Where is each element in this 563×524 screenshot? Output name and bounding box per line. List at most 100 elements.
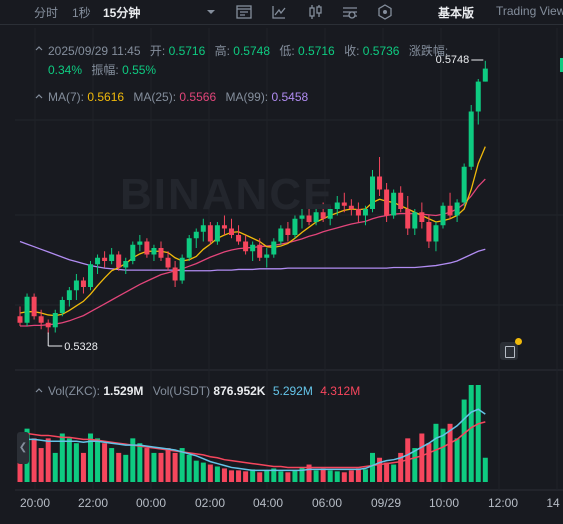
- low-price-mark: 0.5328: [64, 341, 98, 353]
- candle-body: [313, 212, 319, 222]
- volume-bar: [447, 423, 453, 482]
- volume-bar: [179, 448, 185, 482]
- candle-body: [327, 209, 333, 219]
- volume-bar: [355, 468, 361, 482]
- candle-body: [334, 202, 340, 209]
- candle-body: [52, 313, 58, 328]
- volume-legend: Vol(ZKC): 1.529M Vol(USDT) 876.952K 5.29…: [48, 384, 360, 398]
- open-label: 开:: [149, 44, 166, 58]
- volume-bar: [285, 472, 291, 482]
- volume-bar: [221, 468, 227, 482]
- candle-body: [186, 238, 192, 258]
- interval-15m[interactable]: 15分钟: [103, 6, 141, 20]
- vol-value: 1.529M: [103, 384, 144, 398]
- candle-body: [179, 257, 185, 281]
- ma99-value: 0.5458: [271, 90, 309, 104]
- scroll-left-button[interactable]: ❮: [17, 432, 29, 464]
- candle-body: [151, 248, 157, 255]
- settings-icon[interactable]: [341, 3, 359, 21]
- volume-bar: [468, 385, 474, 482]
- candle-body: [88, 264, 93, 287]
- hexagon-icon[interactable]: [376, 3, 394, 21]
- volume-bar: [236, 470, 242, 482]
- candle-body: [172, 267, 178, 281]
- candle-body: [468, 111, 474, 167]
- volume-bar: [17, 448, 23, 482]
- vol-collapse-chevron-icon[interactable]: [34, 386, 44, 396]
- vol-usdt-label: Vol(USDT): [152, 384, 211, 398]
- volume-bar: [52, 452, 58, 482]
- ma7-value: 0.5616: [87, 90, 125, 104]
- volume-bar: [327, 470, 333, 482]
- candle-body: [391, 192, 397, 216]
- candle-body: [355, 209, 361, 216]
- volume-bar: [214, 466, 220, 482]
- price-alert-button[interactable]: [500, 338, 522, 360]
- volume-bar: [320, 468, 326, 482]
- amplitude-value: 0.55%: [122, 63, 157, 77]
- volume-bar: [419, 433, 425, 482]
- candle-body: [264, 254, 270, 258]
- volume-bar: [123, 454, 129, 482]
- candle-body: [200, 225, 206, 232]
- candle-body: [102, 257, 108, 261]
- volume-bar: [193, 460, 199, 482]
- candle-body: [341, 202, 347, 206]
- candle-body: [412, 212, 418, 229]
- volume-bar: [45, 438, 51, 482]
- chevron-down-icon[interactable]: [202, 3, 220, 21]
- ma7-label: MA(7):: [48, 90, 84, 104]
- candle-body: [38, 316, 44, 323]
- volume-bar: [292, 470, 298, 482]
- close-label: 收:: [344, 44, 360, 58]
- volume-bar: [426, 443, 432, 482]
- volume-bar: [482, 457, 488, 482]
- x-tick-label: 04:00: [253, 496, 283, 510]
- candle-body: [24, 296, 30, 323]
- candle-body: [285, 228, 291, 235]
- candle-body: [398, 192, 404, 209]
- volume-bar: [207, 464, 213, 482]
- drawing-tools-icon[interactable]: [270, 3, 288, 21]
- candle-body: [130, 244, 136, 261]
- price-scale-marker: [560, 58, 563, 72]
- candle-body: [66, 290, 72, 300]
- change-value: 0.34%: [48, 63, 83, 77]
- volume-bar: [80, 452, 86, 482]
- high-price-mark: 0.5748: [436, 54, 470, 66]
- ma-collapse-chevron-icon[interactable]: [34, 92, 44, 102]
- candle-body: [475, 81, 481, 112]
- high-label: 高:: [214, 44, 230, 58]
- volume-bar: [334, 471, 340, 482]
- ma99-label: MA(99):: [225, 90, 269, 104]
- interval-1s[interactable]: 1秒: [72, 6, 91, 20]
- volume-bar: [229, 470, 234, 482]
- interval-timeline[interactable]: 分时: [34, 6, 59, 20]
- volume-bar: [433, 423, 439, 482]
- vol-ma-b-line: [20, 421, 486, 469]
- basic-view-button[interactable]: 基本版: [438, 6, 475, 20]
- collapse-chevron-icon[interactable]: [34, 44, 44, 54]
- volume-bar: [59, 433, 65, 482]
- candle-type-icon[interactable]: [306, 3, 324, 21]
- volume-bar: [440, 428, 446, 482]
- alert-icon: [505, 346, 515, 358]
- volume-bar: [144, 448, 150, 482]
- candle-body: [348, 205, 354, 209]
- volume-bar: [391, 464, 397, 482]
- volume-bar: [151, 452, 157, 482]
- vol-ma-b-value: 4.312M: [320, 384, 361, 398]
- candle-body: [95, 257, 101, 265]
- volume-bar: [102, 443, 108, 482]
- candle-body: [137, 241, 143, 245]
- tradingview-button[interactable]: Trading View: [496, 4, 563, 18]
- ohlc-row: 2025/09/29 11:45 开: 0.5716 高: 0.5748 低: …: [48, 42, 448, 59]
- candle-body: [278, 228, 284, 242]
- candle-body: [306, 215, 312, 222]
- indicator-settings-icon[interactable]: [235, 3, 253, 21]
- candle-datetime: 2025/09/29 11:45: [48, 44, 141, 58]
- candle-body: [144, 241, 150, 255]
- candle-body: [320, 212, 326, 219]
- volume-bar: [116, 452, 122, 482]
